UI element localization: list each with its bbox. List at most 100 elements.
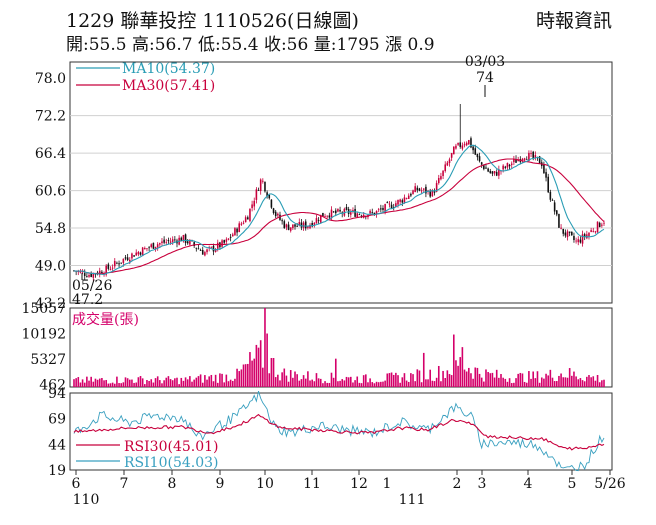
candle-body — [601, 224, 603, 226]
candle-body — [581, 234, 584, 244]
candle-body — [86, 276, 88, 277]
volume-bar — [212, 381, 215, 387]
volume-bar — [77, 377, 80, 387]
candle-body — [165, 241, 168, 243]
candle-body — [146, 248, 148, 250]
volume-bar — [480, 377, 483, 387]
volume-bar — [332, 377, 335, 387]
volume-bar — [266, 333, 268, 387]
candle-body — [167, 240, 170, 242]
volume-bar — [515, 378, 517, 387]
candle-body — [491, 171, 494, 174]
volume-bar — [307, 371, 309, 387]
candle-body — [373, 212, 376, 216]
candle-body — [583, 234, 586, 237]
volume-bar — [549, 369, 552, 387]
chart-title: 1229 聯華投控 1110526(日線圖) — [66, 10, 359, 32]
volume-bar — [152, 382, 155, 387]
low-value-annotation: 47.2 — [72, 292, 103, 308]
candle-body — [403, 197, 406, 203]
candle-body — [560, 227, 562, 229]
candle-body — [425, 186, 427, 194]
volume-bar — [397, 375, 399, 387]
candle-body — [240, 223, 243, 225]
volume-bar — [416, 369, 419, 387]
volume-bar — [98, 378, 101, 387]
candle-body — [508, 164, 511, 167]
candle-body — [435, 183, 438, 192]
candle-body — [388, 203, 391, 205]
volume-bar — [407, 381, 410, 387]
volume-bar — [225, 374, 228, 387]
volume-bar — [562, 377, 565, 387]
volume-bar — [588, 375, 590, 387]
volume-bar — [75, 378, 77, 387]
volume-bar — [538, 382, 541, 387]
candle-body — [416, 187, 419, 191]
volume-bar — [197, 376, 200, 387]
candle-body — [392, 207, 395, 208]
volume-bar — [94, 378, 97, 387]
volume-bar — [111, 382, 114, 387]
volume-bar — [298, 380, 301, 387]
candle-body — [440, 176, 442, 180]
candle-body — [390, 204, 393, 209]
volume-bar — [603, 379, 605, 387]
candle-body — [603, 222, 605, 224]
candle-body — [182, 234, 185, 242]
candle-body — [356, 213, 359, 218]
volume-bar — [259, 340, 262, 387]
volume-bar — [362, 375, 365, 387]
candle-body — [249, 208, 251, 222]
volume-bar — [476, 367, 479, 387]
high-value-annotation: 74 — [476, 70, 494, 86]
volume-bar — [324, 381, 326, 387]
ma30-legend: MA30(57.41) — [122, 78, 215, 94]
volume-bar — [373, 383, 376, 387]
volume-bar — [495, 369, 498, 387]
candle-body — [283, 221, 286, 229]
candle-body — [223, 240, 226, 243]
volume-bar — [103, 380, 105, 387]
candle-body — [577, 239, 580, 243]
candle-body — [506, 163, 509, 168]
volume-bar — [461, 347, 464, 387]
volume-tick-label: 5327 — [30, 352, 66, 368]
volume-bar — [83, 382, 86, 387]
volume-bar — [191, 381, 193, 387]
volume-bar — [339, 380, 341, 387]
volume-bar — [107, 383, 110, 387]
volume-bar — [579, 378, 582, 387]
candle-body — [300, 222, 303, 228]
candle-body — [553, 202, 556, 212]
rsi-tick-label: 19 — [48, 463, 66, 479]
x-tick-label: 2 — [453, 476, 462, 492]
volume-bar — [457, 365, 459, 387]
volume-bar — [431, 380, 434, 387]
candle-body — [311, 222, 313, 227]
candle-body — [296, 225, 298, 227]
volume-bar — [219, 373, 221, 387]
volume-bar — [253, 358, 256, 387]
volume-bar — [283, 368, 286, 387]
candle-body — [257, 190, 260, 191]
volume-bar — [193, 379, 195, 387]
volume-bar — [118, 383, 120, 387]
volume-bar — [493, 377, 496, 387]
candle-body — [538, 156, 541, 164]
candle-body — [319, 214, 322, 223]
volume-bar — [347, 377, 350, 387]
volume-bar — [403, 373, 406, 387]
candle-body — [590, 230, 592, 232]
volume-bar — [255, 344, 258, 387]
candle-body — [118, 263, 120, 265]
volume-bar — [204, 375, 206, 387]
volume-bar — [401, 377, 404, 387]
candle-body — [555, 210, 558, 215]
volume-bar — [247, 363, 249, 387]
volume-bar — [180, 377, 183, 387]
candle-body — [247, 217, 249, 220]
candle-body — [429, 191, 431, 197]
volume-bar — [148, 380, 150, 387]
volume-bar — [575, 376, 577, 387]
